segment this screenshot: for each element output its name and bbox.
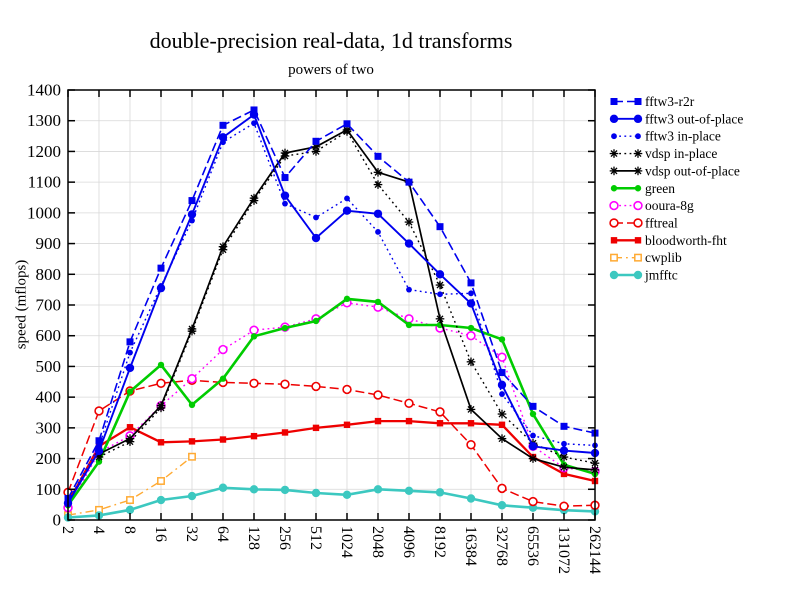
x-tick-label: 16 — [152, 526, 169, 542]
x-tick-label: 512 — [307, 526, 324, 550]
x-tick-label: 256 — [276, 526, 293, 550]
series-green — [64, 295, 599, 509]
legend: fftw3-r2r fftw3 out-of-place fftw3 in-plac… — [609, 94, 743, 283]
chart-subtitle: powers of two — [288, 62, 374, 78]
legend-label: fftreal — [645, 215, 678, 230]
axes — [67, 89, 596, 521]
legend-item-bloodworth-fht: bloodworth-fht — [610, 233, 727, 248]
legend-item-fftw3-in-place: fftw3 in-place — [611, 129, 721, 144]
legend-item-fftw3-out-of-place: fftw3 out-of-place — [609, 111, 743, 126]
legend-label: vdsp out-of-place — [645, 163, 740, 178]
x-tick-label: 32 — [183, 526, 200, 542]
legend-label: jmfftc — [644, 268, 678, 283]
x-tick-labels: 2 4 8 16 32 64 128 256 512 1024 2048 4096 8192 16384 3… — [59, 526, 603, 574]
x-tick-label: 32768 — [493, 526, 510, 566]
x-tick-label: 131072 — [555, 526, 572, 574]
y-tick-label: 1000 — [27, 203, 61, 222]
y-tick-label: 1300 — [27, 111, 61, 130]
x-tick-label: 2048 — [369, 526, 386, 558]
legend-label: green — [645, 181, 675, 196]
x-tick-label: 64 — [214, 526, 231, 542]
x-tick-label: 1024 — [338, 526, 355, 558]
legend-label: cwplib — [645, 250, 682, 265]
legend-item-vdsp-out-of-place: vdsp out-of-place — [609, 163, 740, 178]
x-tick-label: 262144 — [586, 526, 603, 574]
legend-label: fftw3 in-place — [645, 129, 721, 144]
legend-item-green: green — [610, 181, 675, 196]
series-fftreal — [63, 375, 600, 511]
x-tick-label: 16384 — [462, 526, 479, 566]
legend-label: bloodworth-fht — [645, 233, 727, 248]
grid — [67, 89, 596, 521]
y-tick-label: 0 — [53, 511, 62, 530]
x-tick-label: 128 — [245, 526, 262, 550]
legend-item-ooura-8g: ooura-8g — [609, 198, 694, 213]
legend-label: fftw3-r2r — [645, 94, 695, 109]
y-tick-label: 100 — [36, 480, 62, 499]
x-tick-label: 8192 — [431, 526, 448, 558]
y-tick-labels: 0 100 200 300 400 500 600 700 800 900 1000 1100 1200… — [27, 81, 61, 530]
y-tick-label: 400 — [36, 388, 62, 407]
x-tick-label: 4 — [90, 526, 107, 534]
x-tick-label: 8 — [121, 526, 138, 534]
x-tick-label: 2 — [59, 526, 76, 534]
legend-label: vdsp in-place — [645, 146, 717, 161]
legend-item-vdsp-in-place: vdsp in-place — [609, 146, 717, 161]
x-tick-label: 4096 — [400, 526, 417, 558]
chart-title: double-precision real-data, 1d transform… — [149, 28, 513, 53]
legend-item-fftw3-r2r: fftw3-r2r — [610, 94, 695, 109]
y-tick-label: 1200 — [27, 142, 61, 161]
series-fftw3-in-place — [65, 120, 598, 505]
y-tick-label: 600 — [36, 326, 62, 345]
y-tick-label: 700 — [36, 296, 62, 315]
series-fftw3-r2r — [64, 106, 599, 502]
legend-item-fftreal: fftreal — [609, 215, 678, 230]
y-tick-label: 500 — [36, 357, 62, 376]
x-tick-label: 65536 — [524, 526, 541, 566]
legend-item-jmfftc: jmfftc — [609, 268, 678, 283]
y-tick-label: 300 — [36, 418, 62, 437]
legend-label: ooura-8g — [645, 198, 694, 213]
y-tick-label: 1400 — [27, 81, 61, 100]
y-tick-label: 1100 — [28, 173, 61, 192]
y-tick-label: 900 — [36, 234, 62, 253]
legend-item-cwplib: cwplib — [610, 250, 682, 265]
y-tick-label: 800 — [36, 265, 62, 284]
y-tick-label: 200 — [36, 449, 62, 468]
legend-label: fftw3 out-of-place — [645, 111, 743, 126]
